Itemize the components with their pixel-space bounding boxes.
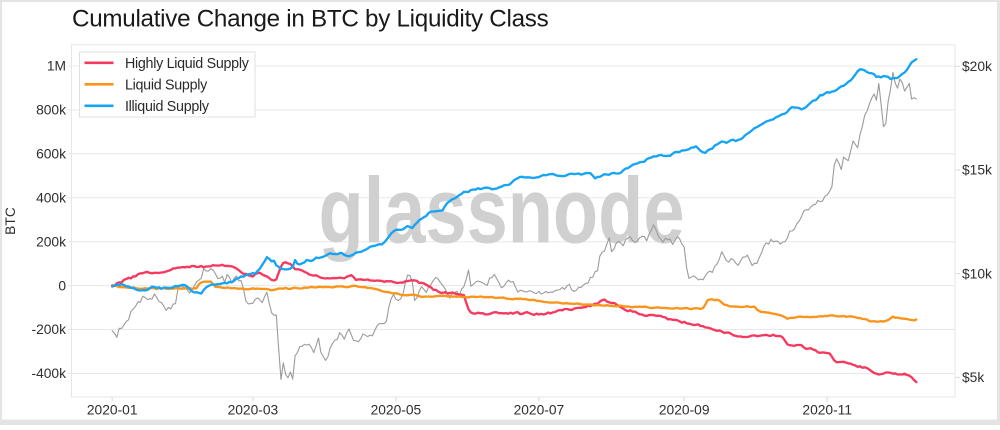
svg-text:800k: 800k bbox=[36, 103, 66, 118]
svg-text:200k: 200k bbox=[36, 234, 66, 249]
svg-text:2020-03: 2020-03 bbox=[228, 403, 279, 418]
svg-text:Illiquid Supply: Illiquid Supply bbox=[125, 99, 210, 115]
svg-text:0: 0 bbox=[58, 278, 66, 293]
svg-text:Cumulative Change in BTC by Li: Cumulative Change in BTC by Liquidity Cl… bbox=[72, 6, 549, 33]
svg-text:2020-07: 2020-07 bbox=[514, 403, 565, 418]
svg-text:2020-09: 2020-09 bbox=[659, 403, 710, 418]
svg-text:$20k: $20k bbox=[962, 59, 992, 74]
svg-text:1M: 1M bbox=[47, 59, 66, 74]
svg-text:Highly Liquid Supply: Highly Liquid Supply bbox=[125, 56, 250, 72]
svg-text:2020-01: 2020-01 bbox=[87, 403, 138, 418]
svg-text:-400k: -400k bbox=[31, 366, 66, 381]
svg-text:-200k: -200k bbox=[31, 322, 66, 337]
svg-text:400k: 400k bbox=[36, 190, 66, 205]
svg-text:$10k: $10k bbox=[962, 266, 992, 281]
svg-text:Liquid Supply: Liquid Supply bbox=[125, 77, 208, 93]
svg-text:2020-05: 2020-05 bbox=[371, 403, 422, 418]
svg-text:BTC: BTC bbox=[3, 207, 18, 235]
svg-text:2020-11: 2020-11 bbox=[802, 403, 852, 418]
svg-text:600k: 600k bbox=[36, 147, 66, 162]
svg-text:$5k: $5k bbox=[962, 370, 984, 385]
svg-text:$15k: $15k bbox=[962, 163, 992, 178]
